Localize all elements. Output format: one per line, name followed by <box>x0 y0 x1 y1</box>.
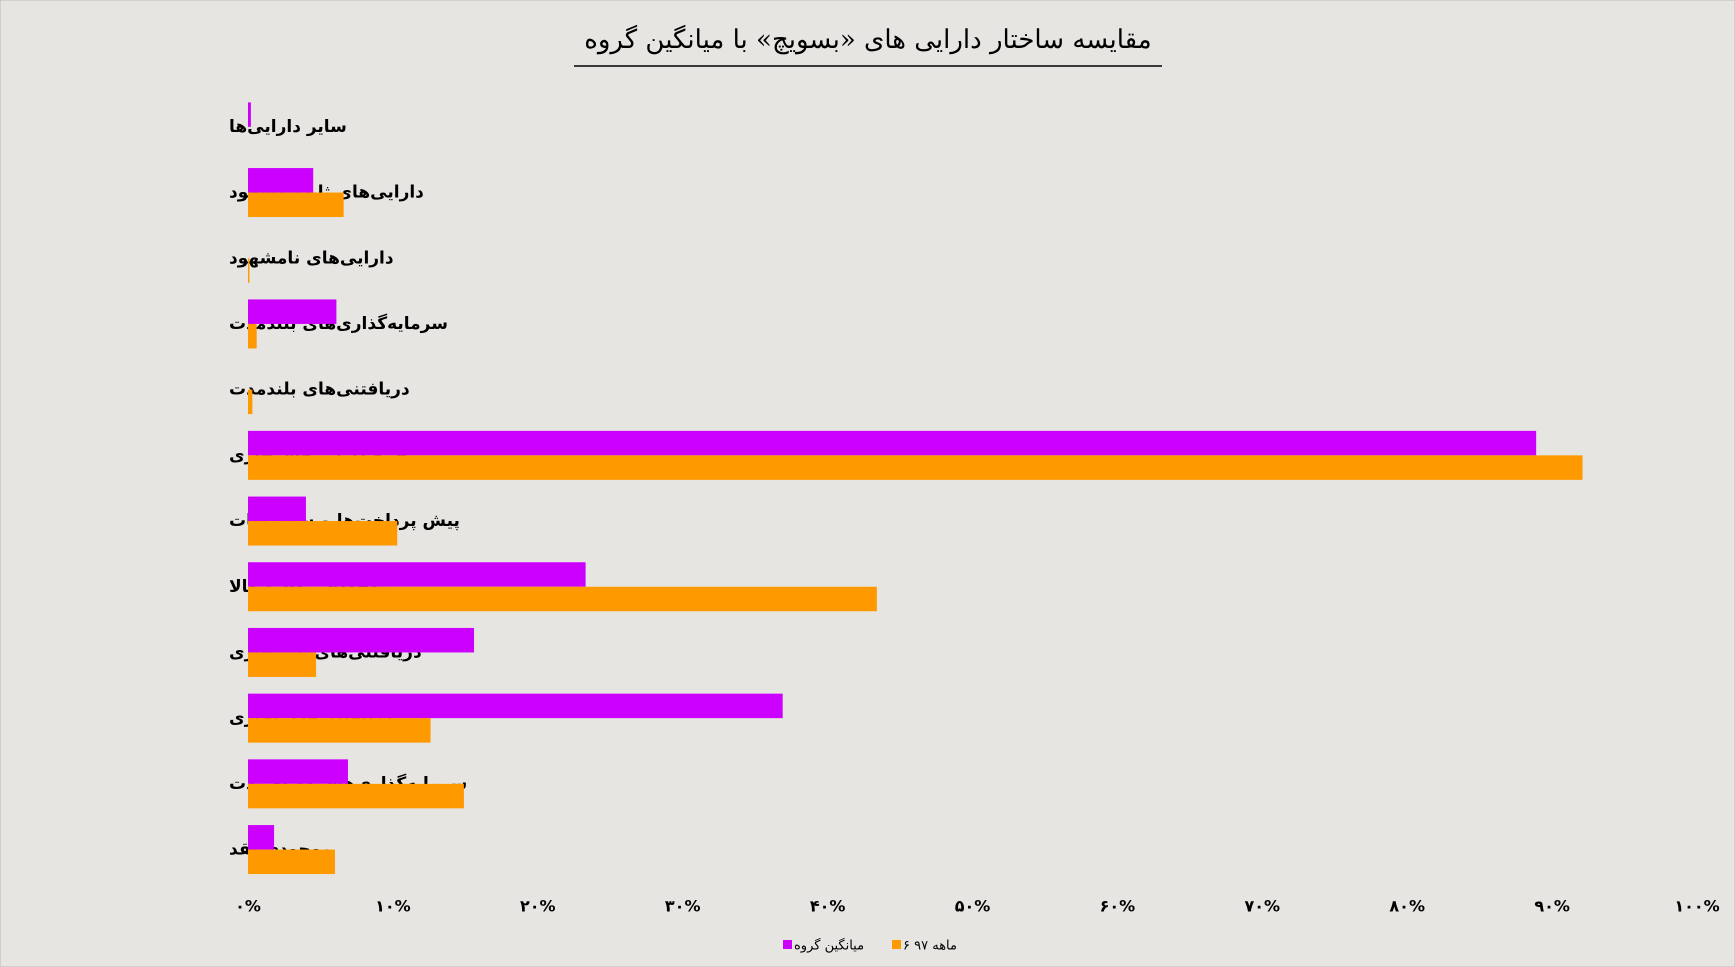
x-tick-label: ۴۰% <box>810 897 846 916</box>
legend-label: میانگین گروه <box>794 938 864 954</box>
x-tick-label: ۵۰% <box>955 897 991 916</box>
bar <box>248 849 335 875</box>
bar <box>248 718 431 743</box>
bar <box>248 299 337 324</box>
bar <box>248 389 253 415</box>
bar <box>248 455 1583 480</box>
bar <box>248 430 1537 456</box>
bar <box>248 759 348 784</box>
bar <box>248 102 251 127</box>
bar <box>248 521 398 546</box>
bar <box>248 586 877 612</box>
x-tick-label: ۲۰% <box>520 897 556 916</box>
legend-swatch <box>892 940 901 949</box>
x-tick-label: ۹۰% <box>1534 897 1570 916</box>
chart-title: مقایسه ساختار دارایی های «بسویچ» با میان… <box>584 24 1151 55</box>
bar <box>248 693 783 719</box>
x-tick-label: ۷۰% <box>1245 897 1281 916</box>
bar <box>248 168 314 193</box>
bar <box>248 562 586 587</box>
x-tick-label: ۱۰% <box>375 897 411 916</box>
bar <box>248 323 257 349</box>
x-tick-label: ۸۰% <box>1389 897 1425 916</box>
x-tick-label: ۰% <box>235 897 261 916</box>
bar <box>248 258 250 283</box>
bar <box>248 192 344 218</box>
legend-swatch <box>783 940 792 949</box>
x-tick-label: ۱۰۰% <box>1674 897 1719 916</box>
bar <box>248 825 275 850</box>
y-tick-label: سایر دارایی‌ها <box>229 117 347 137</box>
legend-label: ۶ ماهه ۹۷ <box>903 939 957 954</box>
bar <box>248 652 317 677</box>
bar <box>248 627 475 653</box>
x-tick-label: ۶۰% <box>1100 897 1136 916</box>
bar <box>248 783 464 809</box>
y-tick-label: دارایی‌های نامشهود <box>229 248 394 268</box>
y-tick-label: دریافتنی‌های بلندمدت <box>229 380 410 400</box>
x-tick-label: ۳۰% <box>665 897 701 916</box>
bar <box>248 496 306 522</box>
